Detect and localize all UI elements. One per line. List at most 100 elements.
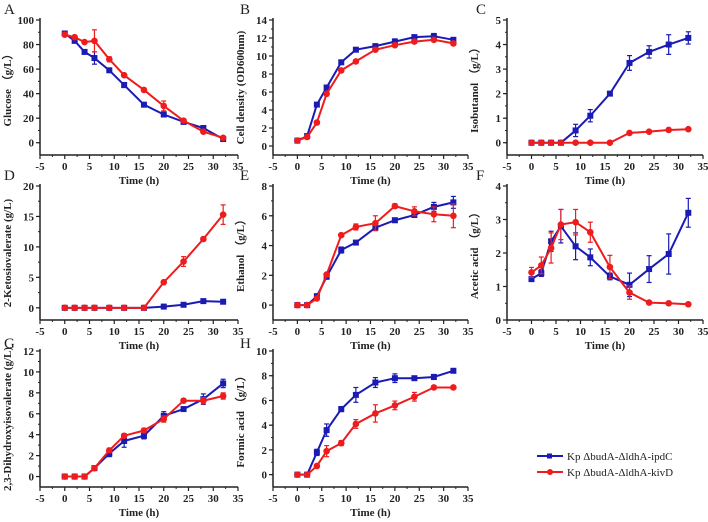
x-axis-title: Time (h) — [585, 340, 626, 352]
x-tick-label: 10 — [109, 326, 121, 338]
data-point-circle — [391, 202, 399, 210]
data-point-circle — [61, 304, 69, 312]
data-point-square — [572, 243, 579, 250]
data-point-circle — [200, 397, 207, 404]
y-tick-label: 15 — [23, 211, 35, 223]
series-line-kivd — [64, 213, 224, 309]
y-tick-label: 0 — [496, 315, 502, 327]
x-tick-label: 20 — [624, 326, 636, 338]
data-point-circle — [91, 304, 98, 312]
y-axis-title: 2-Ketosiovalerate (g/L) — [2, 198, 14, 307]
data-point-circle — [606, 263, 614, 271]
data-point-square — [626, 59, 633, 66]
series-line-kivd — [297, 38, 454, 142]
data-point-circle — [528, 269, 535, 276]
data-point-square — [646, 48, 653, 55]
data-point-square — [646, 266, 653, 273]
x-tick-label: 30 — [673, 161, 685, 173]
data-point-circle — [313, 462, 321, 470]
y-tick-label: 8 — [262, 69, 268, 81]
x-tick-label: 10 — [109, 161, 121, 173]
data-point-circle — [430, 36, 438, 44]
y-tick-label: 20 — [23, 181, 35, 193]
legend-label: Kp ΔbudA-ΔldhA-ipdC — [567, 451, 673, 463]
data-point-square — [180, 406, 187, 413]
y-tick-label: 0 — [262, 141, 268, 153]
y-tick-label: 12 — [256, 33, 268, 45]
y-tick-label: 8 — [262, 371, 268, 383]
data-point-circle — [557, 221, 565, 228]
y-tick-label: 6 — [262, 395, 268, 407]
data-point-square — [685, 209, 692, 216]
data-point-square — [352, 239, 359, 246]
data-point-circle — [303, 301, 311, 309]
data-point-circle — [372, 46, 379, 53]
x-tick-label: 25 — [183, 493, 195, 505]
data-point-circle — [106, 447, 113, 454]
data-point-circle — [106, 304, 113, 312]
data-point-circle — [61, 473, 69, 480]
y-axis-title: Ethanol （g/L） — [234, 214, 247, 292]
x-tick-label: 0 — [295, 161, 301, 173]
data-point-circle — [81, 38, 88, 46]
data-point-circle — [303, 471, 311, 478]
x-tick-label: 15 — [134, 493, 146, 505]
y-tick-label: 6 — [29, 409, 35, 421]
x-tick-label: 0 — [62, 161, 68, 173]
x-tick-label: 10 — [341, 161, 353, 173]
x-tick-label: -5 — [268, 161, 278, 173]
x-tick-label: 20 — [389, 493, 401, 505]
data-point-circle — [180, 258, 187, 265]
x-tick-label: 35 — [233, 326, 245, 338]
y-axis-title: Acetic acid （g/L） — [468, 207, 481, 299]
y-tick-label: 4 — [29, 430, 35, 442]
data-point-circle — [180, 117, 187, 124]
data-point-circle — [352, 58, 360, 65]
data-point-circle — [685, 125, 692, 133]
y-tick-label: 2 — [29, 451, 35, 463]
data-point-circle — [160, 278, 168, 286]
data-point-circle — [337, 231, 345, 239]
x-axis-title: Time (h) — [350, 175, 391, 187]
x-tick-label: 30 — [208, 326, 220, 338]
data-point-square — [372, 43, 379, 50]
data-point-circle — [685, 300, 692, 308]
data-point-circle — [391, 41, 399, 49]
data-point-circle — [71, 304, 78, 312]
x-tick-label: 20 — [389, 326, 401, 338]
x-tick-label: -5 — [268, 326, 278, 338]
data-point-square — [140, 432, 147, 439]
y-tick-label: 0 — [29, 138, 35, 150]
x-tick-label: -5 — [35, 493, 45, 505]
data-point-square — [626, 281, 633, 288]
data-point-circle — [91, 464, 98, 472]
data-point-square — [430, 33, 437, 40]
data-point-circle — [219, 211, 227, 218]
data-point-square — [528, 276, 535, 283]
x-tick-label: 15 — [134, 326, 146, 338]
data-point-square — [450, 367, 457, 374]
legend-marker-circle — [547, 469, 553, 475]
x-tick-label: 5 — [319, 161, 325, 173]
data-point-circle — [547, 244, 555, 252]
data-point-circle — [140, 86, 148, 94]
data-point-square — [685, 34, 692, 41]
data-point-circle — [81, 304, 88, 312]
y-tick-label: 10 — [256, 51, 268, 63]
data-point-circle — [337, 67, 345, 74]
y-tick-label: 2 — [496, 89, 502, 101]
x-tick-label: 35 — [233, 493, 245, 505]
x-tick-label: 5 — [319, 326, 325, 338]
y-tick-label: 14 — [256, 15, 268, 27]
y-tick-label: 1 — [496, 282, 502, 294]
data-point-square — [200, 125, 207, 131]
data-point-square — [91, 55, 98, 62]
data-point-circle — [294, 301, 301, 309]
x-tick-label: 0 — [295, 493, 301, 505]
data-point-square — [200, 298, 207, 305]
data-point-circle — [572, 139, 579, 147]
x-tick-label: -5 — [35, 326, 45, 338]
data-point-square — [220, 380, 227, 387]
data-point-circle — [219, 134, 227, 142]
